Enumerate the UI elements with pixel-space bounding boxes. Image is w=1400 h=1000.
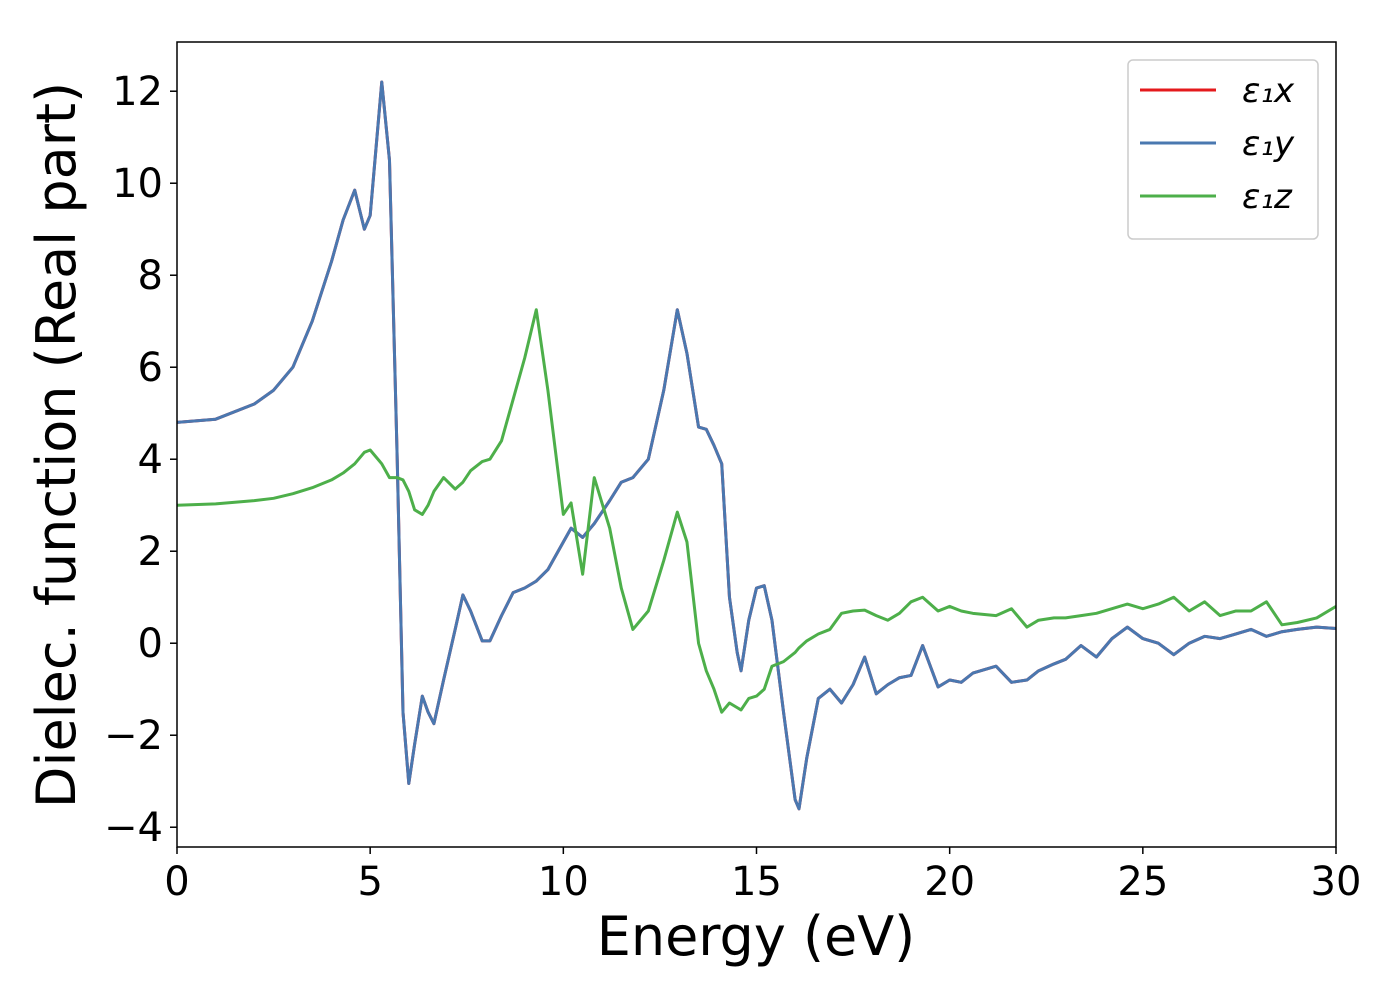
legend-label: ε₁y [1242, 124, 1295, 164]
x-tick-label: 5 [357, 859, 382, 905]
y-tick-label: 4 [138, 437, 163, 483]
x-tick-label: 20 [924, 859, 975, 905]
y-tick-label: −4 [104, 805, 163, 851]
legend-label: ε₁x [1242, 71, 1295, 111]
x-tick-label: 30 [1311, 859, 1362, 905]
y-tick-label: 6 [138, 345, 163, 391]
series-line [177, 80, 1336, 811]
x-tick-label: 15 [731, 859, 782, 905]
y-tick-label: 8 [138, 253, 163, 299]
y-tick-label: −2 [104, 713, 163, 759]
y-tick-label: 10 [112, 161, 163, 207]
y-tick-label: 12 [112, 69, 163, 115]
plot-frame [176, 41, 1337, 848]
y-tick-label: 0 [138, 621, 163, 667]
x-tick-label: 25 [1117, 859, 1168, 905]
y-tick-label: 2 [138, 529, 163, 575]
legend-box [1127, 59, 1319, 240]
legend-label: ε₁z [1242, 177, 1293, 217]
x-axis-label: Energy (eV) [597, 905, 916, 968]
y-axis-label: Dielec. function (Real part) [25, 82, 88, 808]
x-tick-label: 10 [538, 859, 589, 905]
series-line [177, 308, 1336, 714]
x-tick-label: 0 [164, 859, 189, 905]
